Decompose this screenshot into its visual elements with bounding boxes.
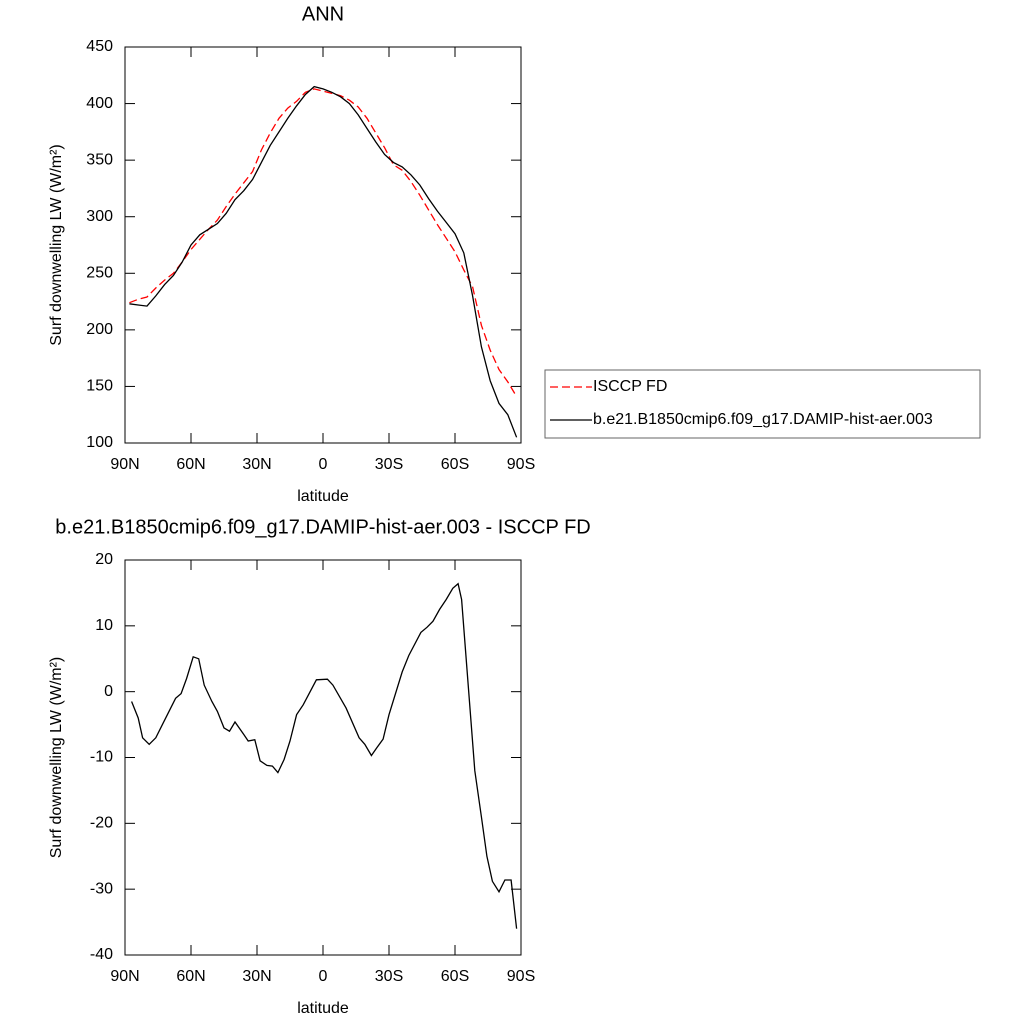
y-tick-label: 450 — [86, 38, 113, 55]
y-tick-label: 100 — [86, 434, 113, 451]
data-line — [129, 88, 518, 397]
x-tick-label: 0 — [319, 968, 328, 985]
legend-label: b.e21.B1850cmip6.f09_g17.DAMIP-hist-aer.… — [593, 411, 933, 428]
x-tick-label: 30S — [375, 968, 403, 985]
y-tick-label: -20 — [90, 815, 113, 832]
plot-frame — [124, 46, 522, 444]
y-axis-label: Surf downwelling LW (W/m²) — [48, 657, 65, 859]
x-tick-label: 60N — [176, 456, 205, 473]
data-line — [129, 85, 518, 438]
y-tick-label: -40 — [90, 946, 113, 963]
y-tick-label: -30 — [90, 880, 113, 897]
plot-frame — [124, 559, 522, 956]
x-tick-label: 30N — [242, 456, 271, 473]
x-tick-label: 30S — [375, 456, 403, 473]
chart-title: ANN — [302, 3, 344, 25]
x-tick-label: 90N — [110, 968, 139, 985]
chart-title: b.e21.B1850cmip6.f09_g17.DAMIP-hist-aer.… — [55, 516, 590, 538]
x-tick-label: 60S — [441, 968, 469, 985]
y-tick-label: 10 — [95, 617, 113, 634]
y-tick-label: 400 — [86, 95, 113, 112]
y-tick-label: 150 — [86, 378, 113, 395]
legend-label: ISCCP FD — [593, 378, 667, 395]
y-tick-label: -10 — [90, 749, 113, 766]
x-tick-label: 60S — [441, 456, 469, 473]
x-tick-label: 0 — [319, 456, 328, 473]
y-tick-label: 20 — [95, 551, 113, 568]
x-tick-label: 60N — [176, 968, 205, 985]
data-line — [130, 582, 518, 929]
x-tick-label: 30N — [242, 968, 271, 985]
x-axis-label: latitude — [297, 488, 349, 505]
x-tick-label: 90S — [507, 456, 535, 473]
y-tick-label: 250 — [86, 265, 113, 282]
y-tick-label: 350 — [86, 151, 113, 168]
x-tick-label: 90N — [110, 456, 139, 473]
y-tick-label: 0 — [104, 683, 113, 700]
y-tick-label: 300 — [86, 208, 113, 225]
legend-box — [544, 369, 981, 439]
y-tick-label: 200 — [86, 321, 113, 338]
x-axis-label: latitude — [297, 1000, 349, 1017]
x-tick-label: 90S — [507, 968, 535, 985]
y-axis-label: Surf downwelling LW (W/m²) — [48, 144, 65, 346]
